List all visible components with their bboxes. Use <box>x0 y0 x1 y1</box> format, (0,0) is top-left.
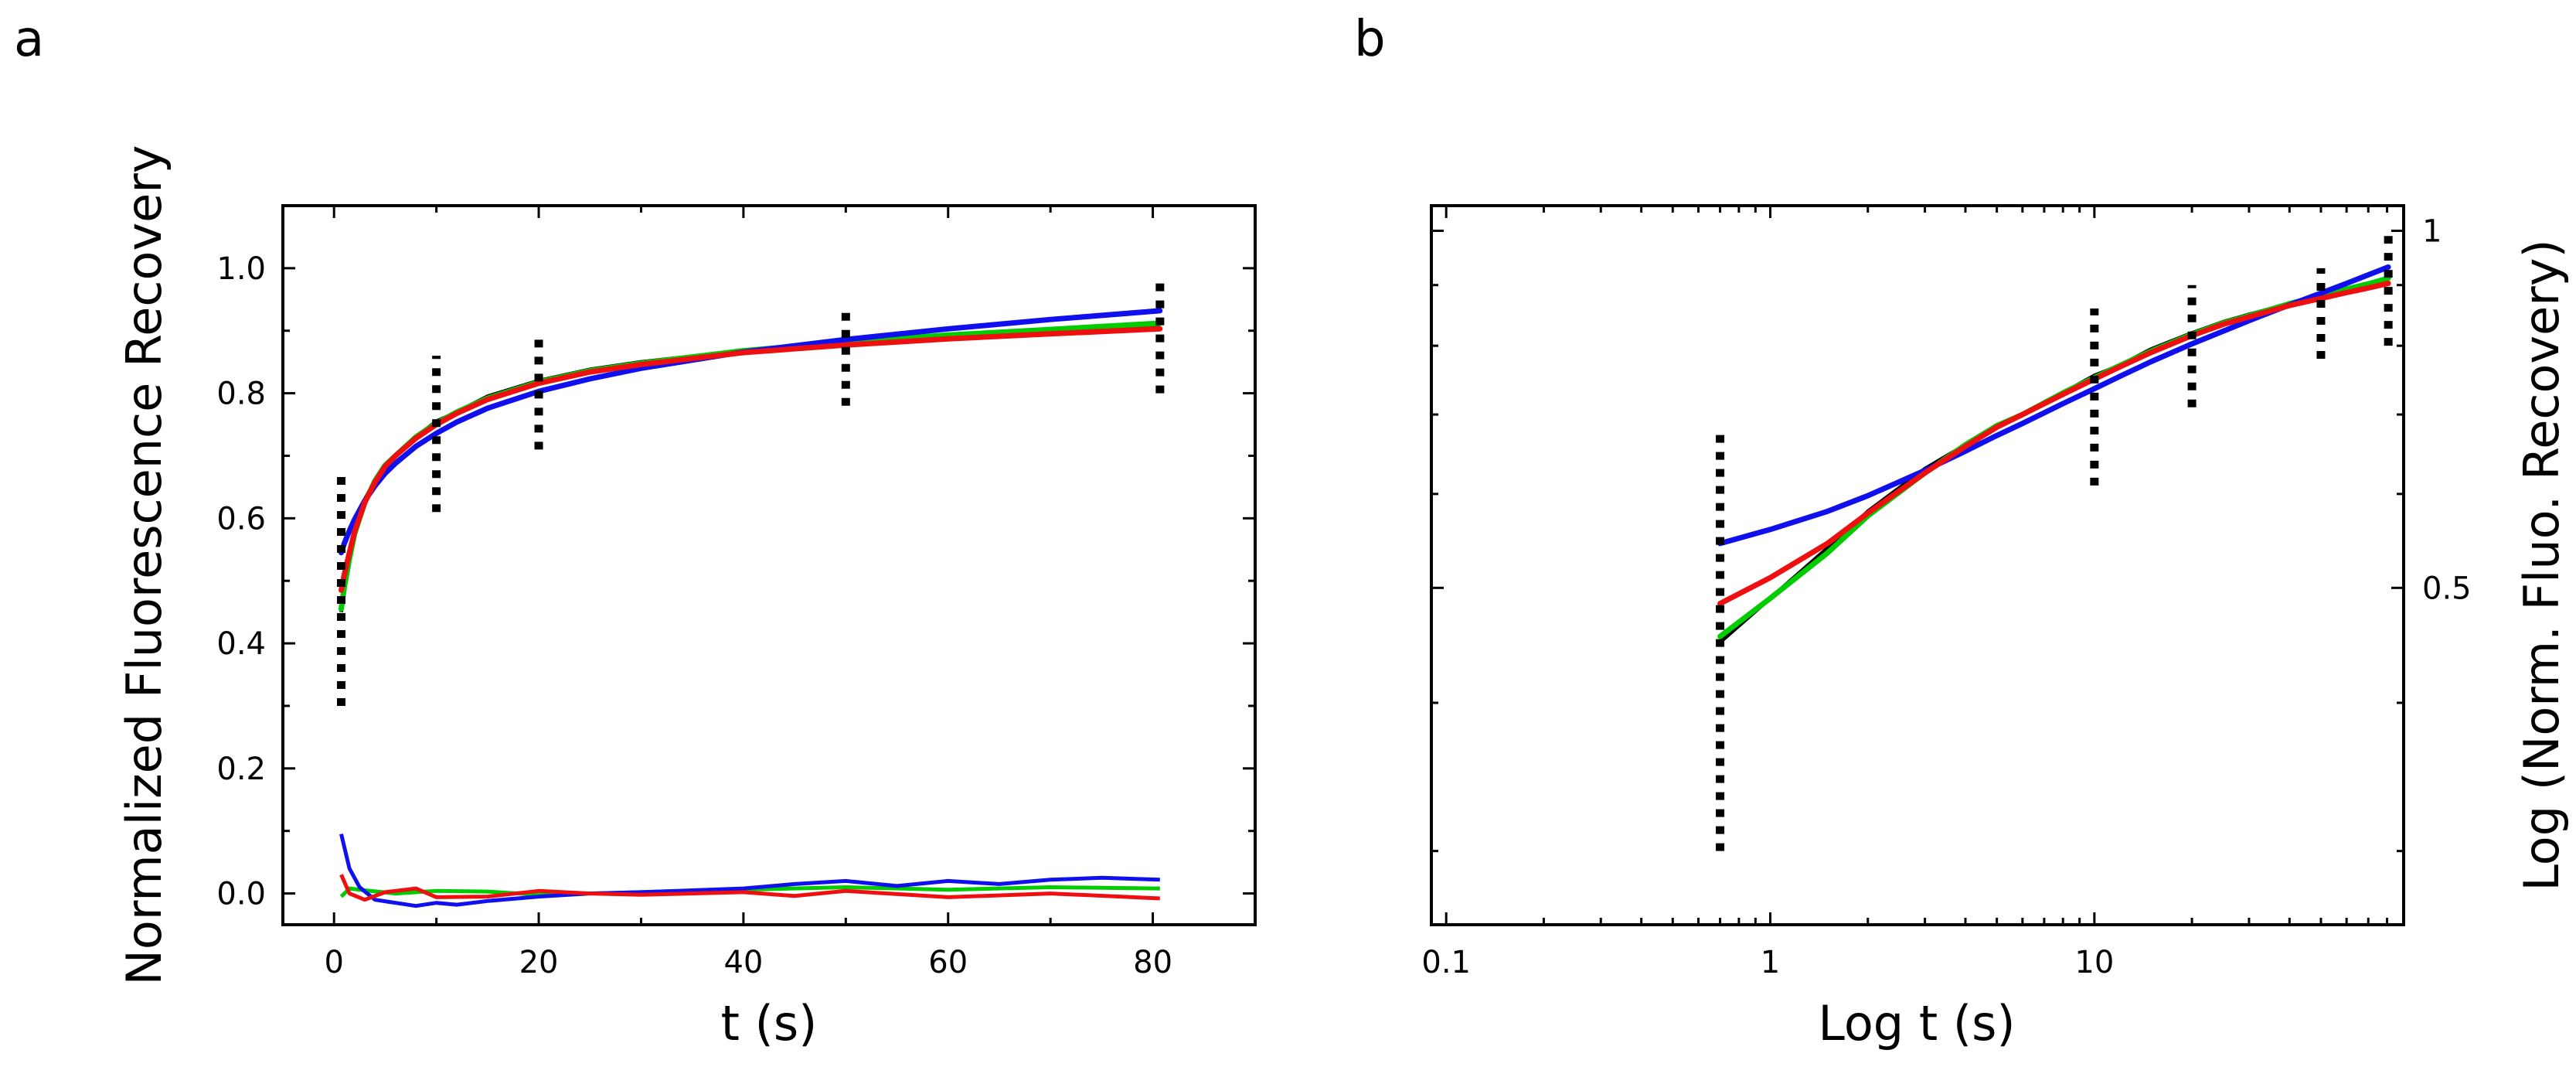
y-axis-label-b: Log (Norm. Fluo. Recovery) <box>2513 239 2570 891</box>
y-tick-label: 1.0 <box>216 251 266 287</box>
series-fit-red <box>339 326 1163 593</box>
chart-panel-b: 0.1 1 10 0.5 1 Log t (s) Log (Norm. Fluo. Re… <box>1421 204 2570 1052</box>
x-axis-label-b: Log t (s) <box>1818 995 2015 1052</box>
x-tick-label: 60 <box>928 945 968 980</box>
series-group-a <box>339 308 1163 908</box>
y-tick-label: 1 <box>2422 214 2442 250</box>
y-tick-label: 0.2 <box>216 752 266 787</box>
error-bars-a <box>336 274 1165 706</box>
x-axis-label-a: t (s) <box>721 995 818 1052</box>
x-tick-label: 1 <box>1761 945 1780 980</box>
series-data <box>1718 277 2389 644</box>
series-fit-red <box>1717 281 2391 607</box>
plot-frame-a <box>281 204 1257 926</box>
x-tick-label: 40 <box>723 945 763 980</box>
series-fit-blue <box>339 308 1163 556</box>
y-tick-label: 0.8 <box>216 377 266 412</box>
axis-ticks-b: 0.1 1 10 0.5 1 <box>1421 206 2472 980</box>
y-axis-label-a: Normalized Fluorescence Recovery <box>116 145 172 986</box>
plot-frame-b <box>1430 204 2405 926</box>
x-tick-label: 0 <box>324 945 343 980</box>
panel-label-a: a <box>14 11 44 68</box>
series-data <box>339 322 1160 613</box>
x-tick-label: 20 <box>519 945 559 980</box>
y-tick-label: 0.0 <box>216 877 266 912</box>
y-tick-label: 0.6 <box>216 501 266 537</box>
x-tick-label: 10 <box>2074 945 2114 980</box>
series-fit-green <box>1717 275 2391 639</box>
error-bars-b <box>1716 236 2393 851</box>
series-fit-green <box>339 320 1163 612</box>
y-tick-label: 0.4 <box>216 626 266 662</box>
series-residual-red <box>339 874 1160 902</box>
axis-ticks-a: 0 20 40 60 80 0.0 0.2 0.4 0.6 0.8 1.0 <box>216 204 1255 980</box>
series-group-b <box>1717 264 2391 644</box>
y-tick-label: 0.5 <box>2422 571 2472 606</box>
x-tick-label: 0.1 <box>1421 945 1471 980</box>
chart-panel-a: 0 20 40 60 80 0.0 0.2 0.4 0.6 0.8 1.0 t (s) Normal… <box>116 145 1257 1052</box>
panel-label-b: b <box>1354 11 1386 68</box>
series-fit-blue <box>1717 264 2391 547</box>
x-tick-label: 80 <box>1133 945 1172 980</box>
